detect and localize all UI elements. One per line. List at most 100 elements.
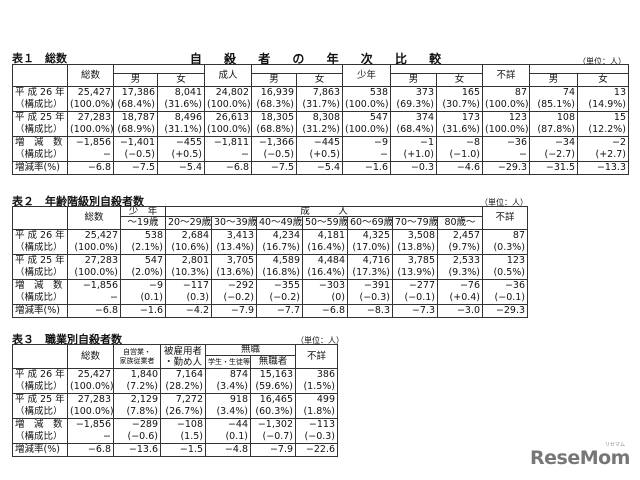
table-cell: −8: [436, 136, 483, 149]
table-cell: 4,325: [347, 229, 393, 242]
table-cell: −9: [120, 279, 166, 292]
table-cell: −: [67, 431, 114, 444]
table-cell: (0): [302, 292, 348, 305]
table-cell: 87: [482, 86, 530, 99]
table-cell: (−1.0): [436, 149, 483, 162]
table-cell: −: [67, 292, 121, 305]
table-cell: −76: [436, 279, 484, 292]
table-cell: −1,856: [67, 136, 114, 149]
table-cell: (60.3%): [249, 406, 297, 419]
table-cell: −36: [482, 279, 529, 292]
header-self-employed-line2: 家族従業者: [119, 356, 155, 365]
table-cell: (16.8%): [256, 267, 303, 280]
table-cell: (7.8%): [113, 406, 161, 419]
table-cell: 16,939: [251, 86, 297, 99]
table-cell: (100.0%): [342, 124, 391, 137]
table-row: （構成比） − (−0.6) (1.5) (0.1) (−0.7) (−0.3): [12, 431, 339, 444]
header-age-1: 20～29歳: [165, 216, 212, 230]
header-employee-line1: 被雇用者: [163, 345, 202, 357]
header-age-0: ～19歳: [120, 216, 166, 230]
row-label: （構成比）: [12, 124, 68, 137]
table-row: 増 減 数 −1,856 −289 −108 −44 −1,302 −113: [12, 418, 339, 431]
table-cell: (7.2%): [113, 381, 161, 394]
table-cell: 3,705: [211, 254, 257, 267]
row-label: 増 減 数: [12, 279, 68, 292]
header-employee-line2: ・勤め人: [163, 356, 202, 368]
table-cell: −391: [347, 279, 393, 292]
table-cell: −289: [113, 418, 161, 431]
table-cell: (−0.3): [347, 292, 393, 305]
table-cell: −7.5: [251, 161, 297, 175]
table-cell: −6.8: [302, 304, 348, 318]
table-row: （構成比） − (−0.5) (+0.5) − (−0.5) (+0.5) − (+1.0) (−…: [12, 149, 629, 162]
table-cell: (0.1): [120, 292, 166, 305]
table-cell: −29.3: [482, 161, 530, 175]
resemom-logo: ReseMom: [530, 447, 630, 469]
table-cell: (31.6%): [436, 124, 483, 137]
table-cell: (16.4%): [302, 267, 348, 280]
table-row: 増減率(%) −6.8 −13.6 −1.5 −4.8 −7.9 −22.6: [12, 443, 339, 457]
table-cell: 4,589: [256, 254, 303, 267]
header-age-6: 70～79歳: [392, 216, 438, 230]
table-cell: 499: [295, 393, 339, 406]
table-cell: −9: [342, 136, 391, 149]
table-cell: 4,181: [302, 229, 348, 242]
header-blank: [12, 344, 68, 369]
table-cell: 2,533: [436, 254, 484, 267]
table-cell: (−0.7): [249, 431, 297, 444]
table-cell: −7.9: [249, 443, 297, 457]
table-cell: 7,863: [296, 86, 343, 99]
table-cell: (+0.4): [436, 292, 484, 305]
table-row: 平 成 26 年 25,427 1,840 7,164 874 15,163 386: [12, 368, 339, 381]
table-cell: 74: [529, 86, 578, 99]
table-cell: (68.4%): [113, 99, 158, 112]
table-cell: (0.1): [205, 431, 251, 444]
table-cell: (−0.6): [113, 431, 161, 444]
table-cell: 123: [482, 254, 529, 267]
header-female: 女: [157, 73, 205, 87]
header-male: 男: [113, 73, 158, 87]
row-label: （構成比）: [12, 406, 68, 419]
table-cell: 538: [120, 229, 166, 242]
table2-by-age: 総数 少 年 成 人 不詳 ～19歳 20～29歳 30～39歳 40～49歳 50～5…: [12, 206, 529, 318]
header-youth: 少年: [342, 64, 391, 87]
table-cell: (14.9%): [577, 99, 629, 112]
table-cell: 374: [390, 111, 437, 124]
table-cell: (30.7%): [436, 99, 483, 112]
table-cell: −4.8: [205, 443, 251, 457]
row-label: 平 成 25 年: [12, 111, 68, 124]
table-cell: −34: [529, 136, 578, 149]
table-cell: (9.3%): [436, 267, 484, 280]
table-cell: (26.7%): [160, 406, 206, 419]
table-cell: 547: [342, 111, 391, 124]
header-age-7: 80歳～: [436, 216, 484, 230]
table-cell: −445: [296, 136, 343, 149]
table-cell: (100.0%): [67, 242, 121, 255]
table1-caption: 表１ 総数: [12, 52, 67, 65]
table-cell: 27,283: [67, 393, 114, 406]
table-cell: 918: [205, 393, 251, 406]
table-cell: (−0.2): [211, 292, 257, 305]
header-female: 女: [436, 73, 483, 87]
table-row: 平 成 25 年 27,283 2,129 7,272 918 16,465 499: [12, 393, 339, 406]
row-label: 平 成 25 年: [12, 254, 68, 267]
table-cell: (2.0%): [120, 267, 166, 280]
header-age-2: 30～39歳: [211, 216, 257, 230]
header-spacer: [113, 64, 205, 74]
table-cell: −292: [211, 279, 257, 292]
table2-caption: 表２ 年齢階級別自殺者数: [12, 195, 144, 208]
table-cell: (100.0%): [67, 267, 121, 280]
table-cell: (12.2%): [577, 124, 629, 137]
header-blank: [12, 206, 68, 230]
table-cell: −3.0: [436, 304, 484, 318]
table-cell: (1.5): [160, 431, 206, 444]
table-cell: 8,041: [157, 86, 205, 99]
table-cell: (17.3%): [347, 267, 393, 280]
table-cell: (−0.2): [256, 292, 303, 305]
header-total: 総数: [67, 206, 121, 230]
table-cell: 4,716: [347, 254, 393, 267]
table-cell: 25,427: [67, 86, 114, 99]
table-cell: −8.3: [347, 304, 393, 318]
header-blank: [12, 64, 68, 87]
table-cell: (100.0%): [482, 124, 530, 137]
